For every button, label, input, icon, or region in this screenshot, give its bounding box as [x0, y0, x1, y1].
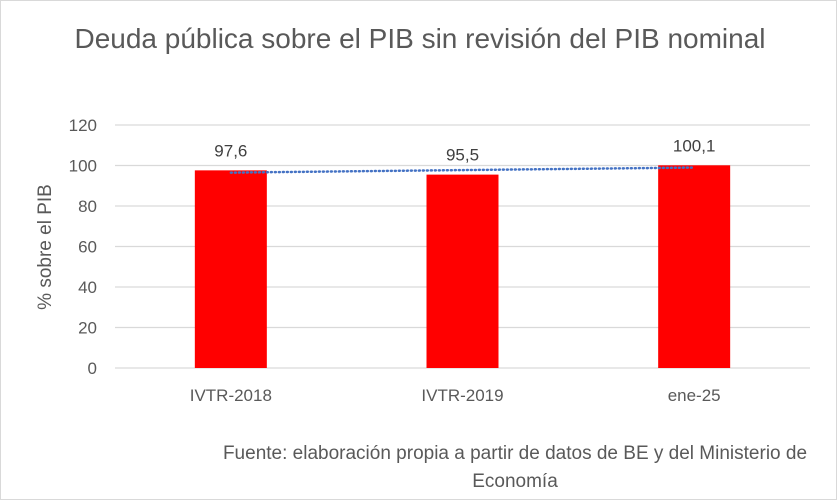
bar [658, 165, 731, 368]
x-tick-label: ene-25 [668, 386, 721, 405]
y-tick-label: 0 [88, 359, 97, 378]
trendline [229, 166, 696, 174]
x-tick-label: IVTR-2018 [190, 386, 272, 405]
y-tick-label: 40 [78, 278, 97, 297]
chart-source: Fuente: elaboración propia a partir de d… [222, 443, 808, 492]
y-tick-label: 100 [69, 157, 97, 176]
bar [194, 170, 267, 368]
y-axis-label: % sobre el PIB [35, 184, 56, 310]
bar [426, 174, 499, 368]
y-tick-label: 60 [78, 238, 97, 257]
data-label: 100,1 [673, 136, 716, 155]
chart-title: Deuda pública sobre el PIB sin revisión … [74, 23, 766, 54]
y-tick-label: 20 [78, 319, 97, 338]
x-tick-label: IVTR-2019 [421, 386, 503, 405]
y-tick-label: 120 [69, 116, 97, 135]
data-label: 95,5 [446, 146, 479, 165]
y-tick-label: 80 [78, 197, 97, 216]
data-label: 97,6 [214, 141, 247, 160]
